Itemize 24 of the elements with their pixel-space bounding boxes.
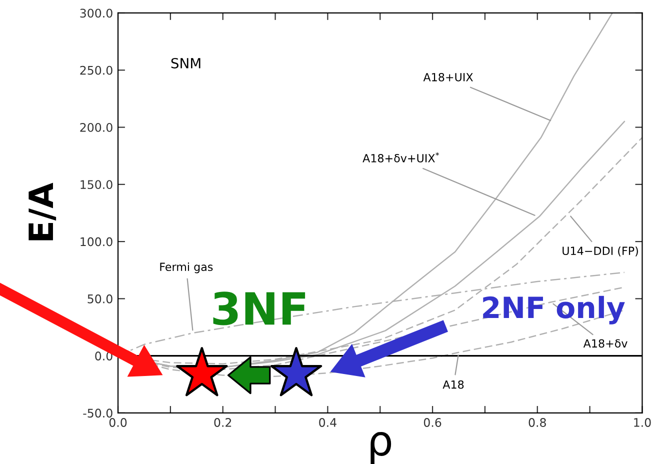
annotation: A18+UIX	[423, 72, 473, 82]
y-tick-label: -50.0	[83, 408, 112, 418]
y-tick-label: 100.0	[80, 237, 112, 246]
y-tick-label: 200.0	[80, 122, 112, 132]
y-axis-title: E/A	[28, 182, 56, 240]
y-tick-label: 50.0	[88, 294, 112, 304]
annotation: A18	[442, 380, 464, 389]
annotation: Fermi gas	[160, 262, 213, 274]
y-tick-label: 300.0	[80, 8, 112, 18]
y-tick-label: 150.0	[80, 180, 112, 190]
y-tick-label: 250.0	[80, 66, 112, 75]
annotation: A18+δv+UIX$^{*}$	[362, 152, 440, 162]
annotation: U14−DDI (FP)	[562, 246, 638, 256]
x-tick-label: 0.0	[109, 418, 127, 427]
x-axis-title: ρ	[370, 432, 392, 464]
annotation: 3NF	[213, 292, 306, 326]
x-tick-label: 1.0	[634, 418, 651, 427]
annotation: 2NF only	[483, 296, 625, 324]
x-tick-label: 0.8	[528, 418, 546, 427]
x-tick-label: 0.2	[214, 418, 232, 427]
annotation: A18+δv	[583, 339, 628, 348]
x-tick-label: 0.6	[424, 418, 442, 427]
x-tick-label: 0.4	[319, 418, 336, 427]
annotation: SNM	[171, 58, 200, 68]
